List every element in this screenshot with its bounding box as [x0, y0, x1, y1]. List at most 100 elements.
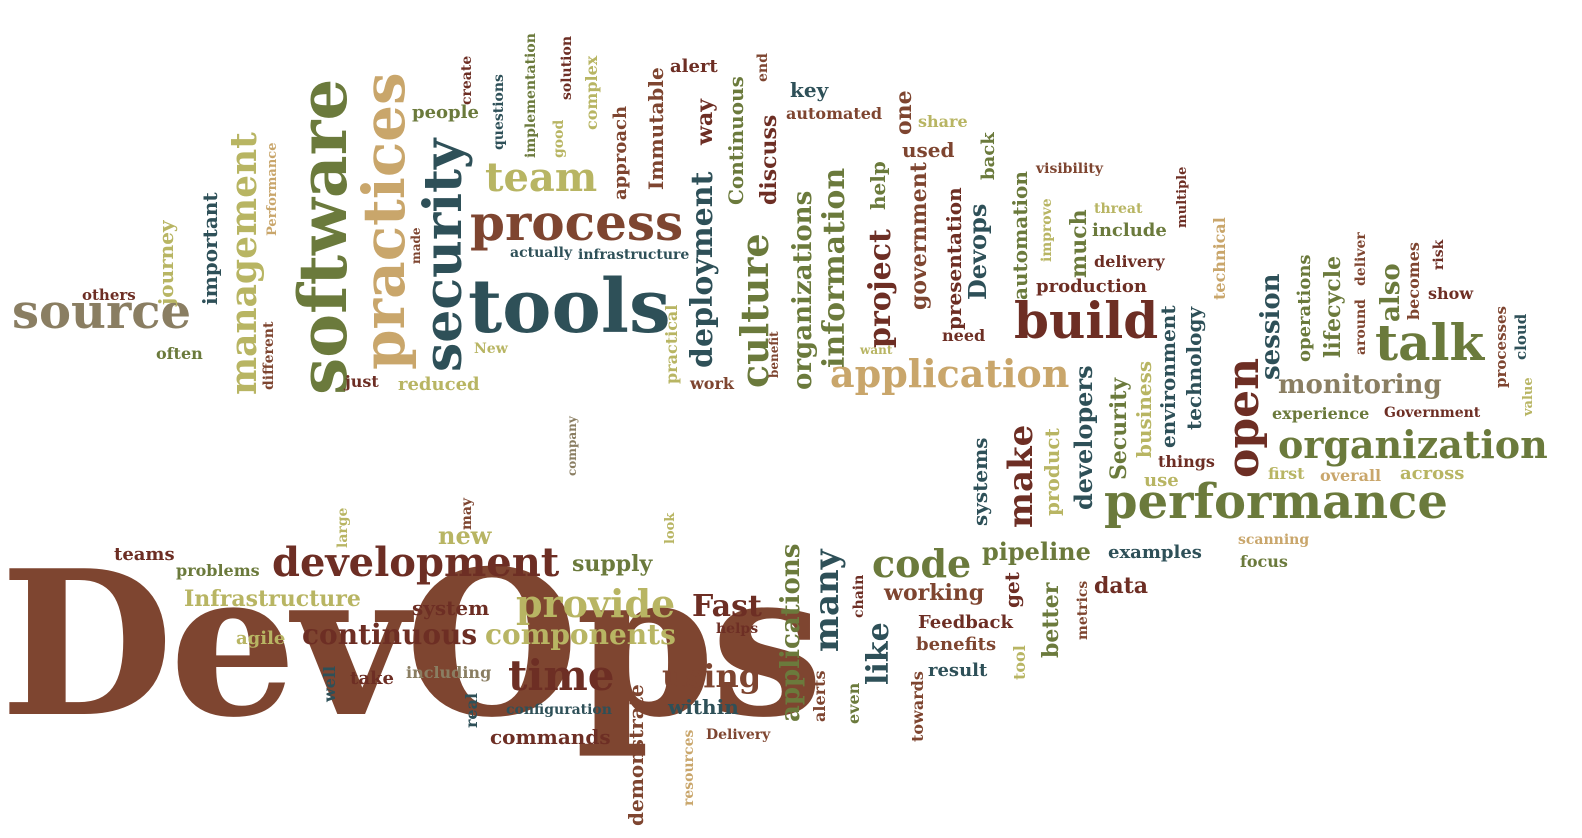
word-just: just — [345, 372, 379, 391]
word-good: good — [551, 119, 567, 158]
word-components: components — [485, 618, 676, 651]
word-cloud: cloud — [1512, 313, 1530, 360]
word-security: security — [413, 138, 474, 372]
word-visibility: visibility — [1036, 161, 1103, 177]
word-make: make — [1001, 424, 1041, 528]
word-better: better — [1038, 582, 1064, 658]
word-continuous: continuous — [302, 618, 478, 651]
word-reduced: reduced — [398, 374, 480, 395]
word-benefits: benefits — [916, 634, 997, 655]
word-helps: helps — [716, 621, 759, 637]
word-examples: examples — [1108, 542, 1202, 563]
word-risk: risk — [1431, 239, 1447, 270]
word-new: new — [438, 521, 492, 550]
word-organization: organization — [1278, 422, 1548, 467]
word-deliver: deliver — [1353, 232, 1369, 286]
word-becomes: becomes — [1404, 242, 1423, 320]
word-also: also — [1376, 263, 1406, 322]
word-management: management — [223, 132, 265, 395]
word-technology: technology — [1182, 306, 1206, 430]
word-systems: systems — [968, 437, 992, 526]
word-like: like — [861, 622, 896, 685]
word-use: use — [1144, 470, 1179, 491]
word-performance: performance — [1104, 474, 1448, 530]
word-scanning: scanning — [1238, 532, 1310, 548]
word-system: system — [412, 596, 490, 620]
word-result: result — [928, 660, 988, 681]
word-session: session — [1256, 273, 1286, 380]
word-want: want — [860, 343, 893, 357]
word-problems: problems — [176, 561, 260, 580]
word-share: share — [918, 112, 968, 131]
word-value: value — [1521, 377, 1536, 416]
word-actually: actually — [510, 245, 573, 261]
word-work: work — [690, 374, 734, 393]
word-organizations: organizations — [788, 190, 818, 390]
word-government: government — [906, 162, 932, 310]
word-well: well — [320, 665, 339, 702]
word-take: take — [350, 668, 394, 689]
word-provide: provide — [516, 581, 676, 626]
word-made: made — [409, 227, 423, 265]
word-demonstrate: demonstrate — [624, 684, 648, 826]
word-need: need — [942, 326, 986, 345]
word-used: used — [902, 138, 955, 162]
word-different: different — [261, 321, 277, 390]
word-threat: threat — [1094, 201, 1143, 217]
word-feedback: Feedback — [918, 612, 1013, 633]
word-automation: automation — [1008, 171, 1032, 300]
word-experience: experience — [1272, 404, 1370, 423]
word-many: many — [807, 549, 847, 652]
word-infrastructure: infrastructure — [578, 247, 690, 263]
word-team: team — [485, 154, 598, 201]
word-environment: environment — [1156, 305, 1180, 448]
word-show: show — [1428, 284, 1474, 303]
word-people: people — [412, 102, 479, 123]
word-including: including — [406, 663, 492, 682]
word-using: using — [662, 657, 762, 695]
word-supply: supply — [572, 551, 653, 577]
word-much: much — [1066, 209, 1092, 278]
word-developers: developers — [1069, 365, 1098, 510]
word-product: product — [1040, 428, 1064, 516]
word-alert: alert — [670, 56, 718, 77]
word-commands: commands — [490, 725, 611, 749]
word-practices: practices — [350, 72, 418, 370]
word-focus: focus — [1240, 552, 1288, 571]
word-journey: journey — [154, 220, 178, 305]
word-project: project — [863, 229, 898, 348]
word-business: business — [1132, 360, 1156, 458]
word-fast: Fast — [692, 589, 762, 624]
word-discuss: discuss — [756, 114, 782, 205]
word-alerts: alerts — [810, 670, 829, 722]
word-across: across — [1400, 463, 1465, 484]
word-practical: practical — [662, 304, 681, 384]
word-devops: Devops — [963, 203, 992, 300]
word-company: company — [565, 416, 579, 476]
word-automated: automated — [786, 104, 883, 123]
word-implementation: implementation — [523, 33, 539, 158]
word-working: working — [884, 580, 985, 606]
word-software: software — [284, 78, 362, 395]
word-create: create — [459, 55, 475, 105]
word-include: include — [1092, 220, 1167, 241]
word-things: things — [1158, 452, 1215, 471]
word-solution: solution — [559, 35, 575, 100]
word-within: within — [668, 695, 739, 719]
word-code: code — [872, 541, 972, 586]
word-information: information — [817, 167, 852, 368]
word-deployment: deployment — [685, 171, 720, 368]
word-end: end — [755, 53, 771, 82]
word-look: look — [663, 512, 678, 544]
word-important: important — [198, 192, 222, 305]
word-teams: teams — [114, 544, 175, 565]
word-metrics: metrics — [1075, 580, 1091, 640]
word-devops: DevOps — [0, 527, 824, 762]
word-applications: applications — [776, 543, 806, 722]
word-processes: processes — [1492, 306, 1510, 388]
word-tool: tool — [1010, 645, 1029, 680]
word-approach: approach — [610, 105, 631, 200]
word-technical: technical — [1210, 217, 1229, 300]
word-real: real — [462, 692, 481, 728]
word-infrastructure: Infrastructure — [184, 586, 361, 612]
